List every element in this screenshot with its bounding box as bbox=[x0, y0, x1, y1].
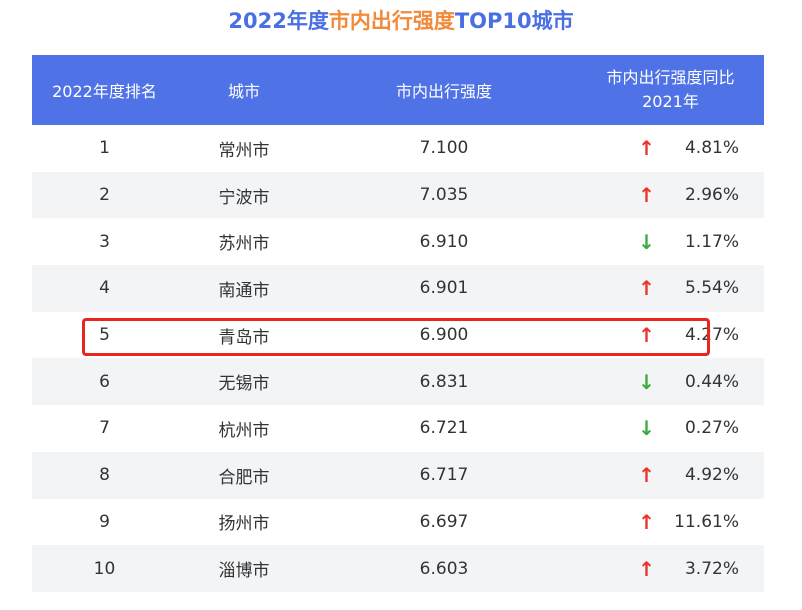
intensity-cell: 6.697 bbox=[419, 511, 469, 532]
table-row: 7 杭州市 6.721 ↓ 0.27% bbox=[32, 405, 764, 452]
title-prefix: 2022年度 bbox=[228, 9, 329, 33]
city-cell: 淄博市 bbox=[218, 561, 270, 582]
intensity-cell: 6.831 bbox=[419, 371, 469, 392]
intensity-cell: 6.901 bbox=[419, 278, 469, 299]
change-cell: ↓ 0.27% bbox=[577, 416, 764, 440]
change-value: 4.92% bbox=[684, 465, 739, 486]
arrow-up-icon: ↑ bbox=[638, 323, 655, 348]
title-suffix: TOP10城市 bbox=[454, 9, 574, 33]
highlight-box bbox=[82, 318, 710, 356]
change-cell: ↑ 11.61% bbox=[577, 510, 764, 534]
table-row: 1 常州市 7.100 ↑ 4.81% bbox=[32, 125, 764, 172]
change-cell: ↑ 4.92% bbox=[577, 463, 764, 487]
change-cell: ↑ 4.81% bbox=[577, 136, 764, 160]
header-rank: 2022年度排名 bbox=[52, 82, 157, 101]
intensity-cell: 6.603 bbox=[419, 558, 469, 579]
arrow-up-icon: ↑ bbox=[638, 556, 655, 581]
title-highlight: 市内出行强度 bbox=[328, 9, 455, 33]
intensity-cell: 6.721 bbox=[419, 418, 469, 439]
change-cell: ↓ 0.44% bbox=[577, 370, 764, 394]
rank-cell: 2 bbox=[99, 185, 110, 206]
table-header: 2022年度排名 城市 市内出行强度 市内出行强度同比 2021年 bbox=[32, 55, 764, 125]
change-cell: ↑ 2.96% bbox=[577, 183, 764, 207]
arrow-up-icon: ↑ bbox=[638, 183, 655, 208]
ranking-table: 2022年度排名 城市 市内出行强度 市内出行强度同比 2021年 1 常州市 7.… bbox=[32, 55, 764, 592]
table-row: 9 扬州市 6.697 ↑ 11.61% bbox=[32, 499, 764, 546]
change-value: 3.72% bbox=[684, 558, 739, 579]
change-value: 0.27% bbox=[684, 418, 739, 439]
city-cell: 杭州市 bbox=[218, 420, 270, 441]
city-cell: 无锡市 bbox=[218, 374, 270, 395]
rank-cell: 4 bbox=[99, 278, 110, 299]
table-row: 8 合肥市 6.717 ↑ 4.92% bbox=[32, 451, 764, 499]
rank-cell: 7 bbox=[99, 418, 110, 439]
intensity-cell: 7.100 bbox=[419, 138, 469, 159]
city-cell: 青岛市 bbox=[218, 327, 270, 348]
city-cell: 合肥市 bbox=[218, 467, 270, 488]
change-cell: ↑ 4.27% bbox=[577, 323, 764, 347]
change-cell: ↓ 1.17% bbox=[577, 230, 764, 254]
change-value: 4.27% bbox=[684, 325, 739, 346]
table-row: 6 无锡市 6.831 ↓ 0.44% bbox=[32, 358, 764, 406]
arrow-up-icon: ↑ bbox=[638, 463, 655, 488]
header-intensity: 市内出行强度 bbox=[395, 82, 492, 101]
change-value: 1.17% bbox=[684, 231, 739, 252]
change-value: 5.54% bbox=[684, 278, 739, 299]
city-cell: 常州市 bbox=[218, 140, 270, 161]
city-cell: 南通市 bbox=[218, 280, 270, 301]
table-row: 5 青岛市 6.900 ↑ 4.27% bbox=[32, 312, 764, 359]
chart-title: 2022年度市内出行强度TOP10城市 bbox=[0, 6, 802, 36]
rank-cell: 3 bbox=[99, 231, 110, 252]
city-cell: 宁波市 bbox=[218, 187, 270, 208]
rank-cell: 9 bbox=[99, 511, 110, 532]
arrow-up-icon: ↑ bbox=[638, 276, 655, 301]
rank-cell: 1 bbox=[99, 138, 110, 159]
table-body: 1 常州市 7.100 ↑ 4.81% 2 宁波市 7.035 ↑ 2.96% 3 苏州市 6.910 ↓… bbox=[32, 125, 764, 592]
intensity-cell: 6.717 bbox=[419, 465, 469, 486]
change-cell: ↑ 5.54% bbox=[577, 276, 764, 300]
header-change-line2: 2021年 bbox=[642, 92, 699, 111]
change-value: 11.61% bbox=[674, 511, 739, 532]
intensity-cell: 6.910 bbox=[419, 231, 469, 252]
header-change: 市内出行强度同比 2021年 bbox=[577, 66, 764, 114]
change-value: 0.44% bbox=[684, 371, 739, 392]
arrow-down-icon: ↓ bbox=[638, 369, 655, 394]
header-city: 城市 bbox=[227, 82, 260, 101]
arrow-down-icon: ↓ bbox=[638, 416, 655, 441]
arrow-up-icon: ↑ bbox=[638, 509, 655, 534]
intensity-cell: 7.035 bbox=[419, 185, 469, 206]
change-value: 2.96% bbox=[684, 185, 739, 206]
header-change-line1: 市内出行强度同比 bbox=[606, 68, 735, 87]
arrow-down-icon: ↓ bbox=[638, 229, 655, 254]
arrow-up-icon: ↑ bbox=[638, 136, 655, 161]
table-row: 4 南通市 6.901 ↑ 5.54% bbox=[32, 265, 764, 312]
intensity-cell: 6.900 bbox=[419, 325, 469, 346]
rank-cell: 8 bbox=[99, 465, 110, 486]
rank-cell: 6 bbox=[99, 371, 110, 392]
change-value: 4.81% bbox=[684, 138, 739, 159]
rank-cell: 5 bbox=[99, 325, 110, 346]
city-cell: 扬州市 bbox=[218, 514, 270, 535]
table-row: 2 宁波市 7.035 ↑ 2.96% bbox=[32, 171, 764, 219]
city-cell: 苏州市 bbox=[218, 234, 270, 255]
table-row: 10 淄博市 6.603 ↑ 3.72% bbox=[32, 545, 764, 592]
rank-cell: 10 bbox=[93, 558, 116, 579]
change-cell: ↑ 3.72% bbox=[577, 557, 764, 581]
table-row: 3 苏州市 6.910 ↓ 1.17% bbox=[32, 218, 764, 265]
